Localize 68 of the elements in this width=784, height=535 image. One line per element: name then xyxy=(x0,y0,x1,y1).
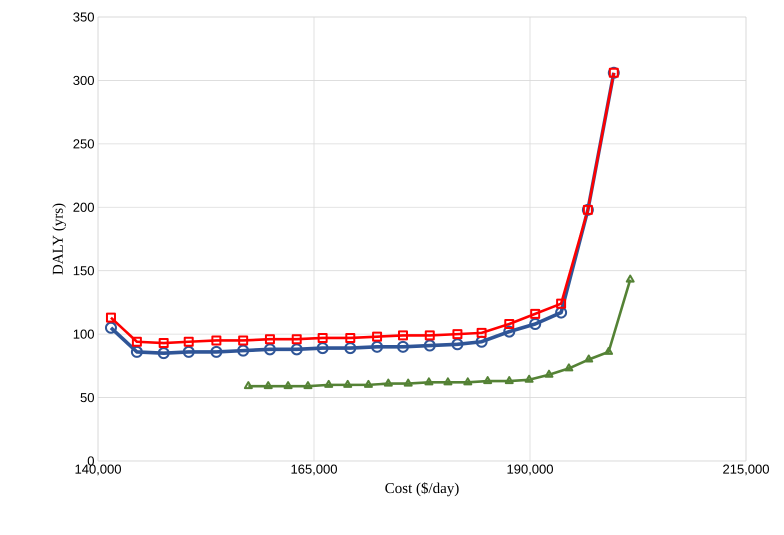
point xyxy=(424,377,434,386)
point xyxy=(384,378,393,387)
point xyxy=(158,338,169,348)
x-tick-label: 165,000 xyxy=(291,464,337,476)
point xyxy=(503,326,516,338)
y-tick-label: 350 xyxy=(73,12,94,22)
y-tick-label: 0 xyxy=(88,456,94,466)
point xyxy=(303,381,312,390)
point xyxy=(404,378,413,387)
point xyxy=(396,340,409,353)
point xyxy=(555,306,568,319)
point xyxy=(343,380,352,388)
point xyxy=(483,376,492,384)
point xyxy=(604,346,614,355)
point xyxy=(158,347,170,360)
y-tick-label: 150 xyxy=(74,266,94,276)
point xyxy=(524,374,534,383)
point xyxy=(290,343,303,356)
point xyxy=(452,329,462,340)
y-tick-label: 250 xyxy=(73,139,94,148)
y-axis-title: DALY (yrs) xyxy=(52,204,66,275)
point xyxy=(530,308,540,319)
point xyxy=(264,381,273,390)
point xyxy=(398,330,408,340)
point xyxy=(424,330,435,340)
point xyxy=(424,340,436,352)
point xyxy=(182,346,195,358)
point xyxy=(210,346,222,358)
point xyxy=(284,381,293,390)
point xyxy=(544,370,554,378)
point xyxy=(476,328,487,338)
point xyxy=(372,332,382,342)
point xyxy=(130,346,143,358)
point xyxy=(364,380,373,388)
point xyxy=(132,336,142,347)
point xyxy=(324,380,334,388)
y-tick-label: 200 xyxy=(73,202,94,212)
point xyxy=(106,312,116,323)
x-tick-label: 190,000 xyxy=(507,464,553,476)
point xyxy=(564,363,574,372)
point xyxy=(476,336,488,348)
point xyxy=(504,318,514,329)
x-tick-label: 140,000 xyxy=(76,464,121,476)
point xyxy=(345,332,356,343)
point xyxy=(316,342,329,354)
point xyxy=(556,298,566,309)
x-axis-title: Cost ($/day) xyxy=(385,482,459,496)
point xyxy=(104,322,117,334)
y-tick-label: 100 xyxy=(74,330,94,339)
point xyxy=(211,335,222,346)
point xyxy=(292,334,302,344)
point xyxy=(451,338,464,350)
point xyxy=(584,354,594,363)
point xyxy=(184,336,194,347)
point xyxy=(264,343,276,356)
point xyxy=(264,334,275,344)
y-tick-label: 300 xyxy=(73,76,94,86)
point xyxy=(318,332,328,343)
y-tick-label: 50 xyxy=(80,392,94,402)
point xyxy=(529,318,542,330)
point xyxy=(504,376,514,384)
x-tick-label: 215,000 xyxy=(723,464,769,476)
point xyxy=(463,377,472,386)
point xyxy=(371,340,384,353)
point xyxy=(443,377,452,386)
point xyxy=(344,342,356,354)
point xyxy=(238,335,248,346)
point xyxy=(237,344,250,357)
